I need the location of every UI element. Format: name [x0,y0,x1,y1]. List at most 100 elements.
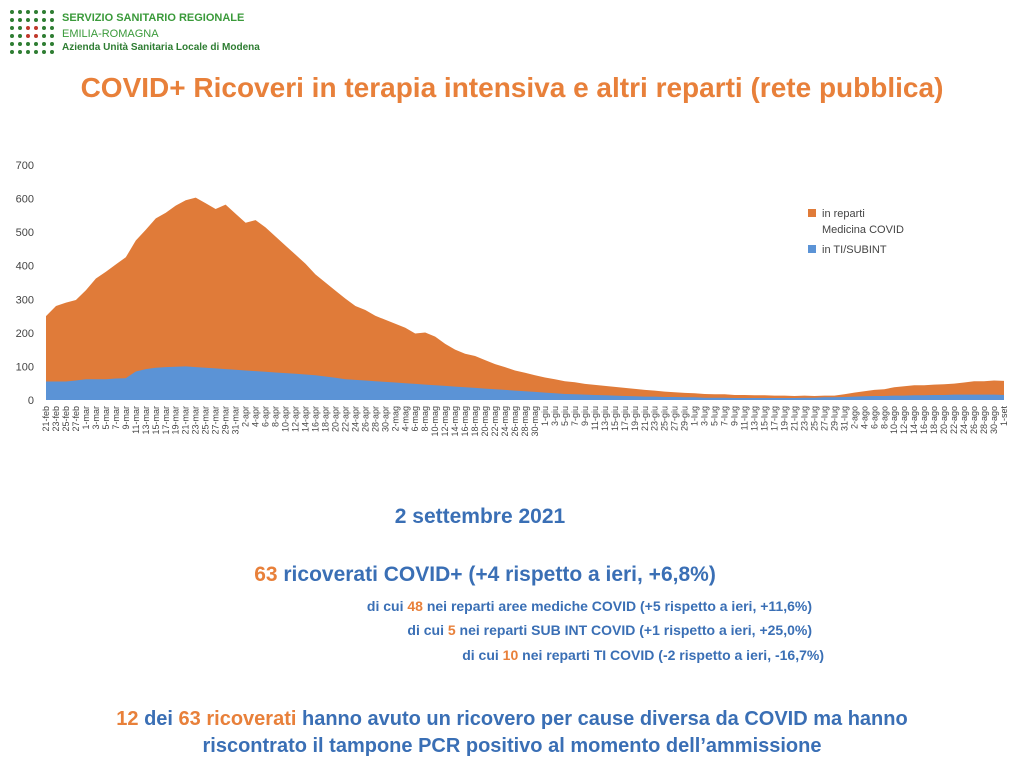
y-tick-label: 100 [16,361,34,373]
footer-number-12: 12 [116,708,139,730]
x-tick-label: 5-giu [560,406,570,426]
footer-line2: riscontrato il tampone PCR positivo al m… [202,735,822,757]
logo-dot [10,42,14,46]
total-hospitalized-number: 63 [254,563,278,586]
x-tick-label: 14-ago [909,406,919,434]
x-tick-label: 29-mar [221,406,231,435]
x-tick-label: 19-lug [779,406,789,431]
x-tick-label: 31-lug [839,406,849,431]
x-tick-label: 7-mar [111,406,121,430]
summary-main-line: 63 ricoverati COVID+ (+4 rispetto a ieri… [0,563,970,587]
x-tick-label: 4-mag [400,406,410,432]
x-tick-label: 2-mag [390,406,400,432]
x-tick-label: 20-ago [939,406,949,434]
logo-dot [18,34,22,38]
legend-label-ti: in TI/SUBINT [822,244,887,256]
logo-dot [10,34,14,38]
detail-medical-text: nei reparti aree mediche COVID (+5 rispe… [422,598,812,614]
x-tick-label: 1-giu [540,406,550,426]
detail-medical-number: 48 [407,598,423,614]
footer-note: 12 dei 63 ricoverati hanno avuto un rico… [0,706,1024,760]
x-tick-label: 5-mar [101,406,111,430]
x-tick-label: 24-ago [959,406,969,434]
logo-dot [26,26,30,30]
x-tick-label: 2-apr [241,406,251,427]
x-tick-label: 7-lug [720,406,730,426]
x-tick-label: 23-lug [799,406,809,431]
detail-medical-prefix: di cui [366,598,408,614]
org-name-line2: EMILIA-ROMAGNA [62,28,159,40]
detail-subint-number: 5 [447,622,456,638]
x-tick-label: 22-ago [949,406,959,434]
detail-subint-text: nei reparti SUB INT COVID (+1 rispetto a… [455,622,812,638]
x-tick-label: 16-mag [460,406,470,437]
org-name-line1: SERVIZIO SANITARIO REGIONALE [62,12,245,24]
x-tick-label: 30-mag [530,406,540,437]
footer-text-1: dei [138,708,179,730]
detail-ti-line: di cui 10 nei reparti TI COVID (-2 rispe… [462,647,824,663]
x-tick-label: 28-apr [370,406,380,432]
logo-dot [18,26,22,30]
y-tick-label: 700 [16,160,34,172]
x-tick-label: 9-giu [580,406,590,426]
x-tick-label: 22-mag [490,406,500,437]
org-name-line3: Azienda Unità Sanitaria Locale di Modena [62,42,260,53]
x-tick-label: 5-lug [710,406,720,426]
x-tick-label: 27-mar [211,406,221,435]
x-tick-label: 11-mar [131,406,141,434]
detail-ti-number: 10 [502,647,519,663]
x-tick-label: 11-lug [740,406,750,430]
x-tick-label: 10-apr [281,406,291,432]
legend-swatch-ti [808,245,816,253]
x-tick-label: 26-ago [969,406,979,434]
x-tick-label: 27-giu [670,406,680,431]
y-tick-label: 500 [16,227,34,239]
logo-dot [18,42,22,46]
x-tick-label: 6-mag [410,406,420,432]
x-tick-label: 3-mar [91,406,101,430]
logo-dot [18,10,22,14]
x-tick-label: 29-giu [680,406,690,431]
logo-dot [26,42,30,46]
x-tick-label: 16-ago [919,406,929,434]
x-tick-label: 17-giu [620,406,630,431]
x-tick-label: 19-mar [171,406,181,435]
series-ti-subint-area [46,366,1004,400]
x-tick-label: 19-giu [630,406,640,431]
x-tick-label: 29-lug [829,406,839,431]
x-tick-label: 21-mar [181,406,191,435]
legend-label-medicina: in reparti Medicina COVID [822,208,904,236]
x-tick-label: 18-ago [929,406,939,434]
x-tick-label: 24-apr [350,406,360,432]
logo-dot [34,10,38,14]
logo-dot [34,34,38,38]
x-tick-label: 18-apr [320,406,330,432]
x-tick-label: 3-giu [550,406,560,426]
logo-dot [34,18,38,22]
x-tick-label: 24-mag [500,406,510,437]
x-tick-label: 20-apr [330,406,340,432]
x-tick-label: 4-ago [859,406,869,429]
detail-subint-line: di cui 5 nei reparti SUB INT COVID (+1 r… [407,622,812,638]
total-hospitalized-text: ricoverati COVID+ (+4 rispetto a ieri, +… [277,563,716,586]
logo-dot [18,18,22,22]
hospitalization-area-chart: 0 100 200 300 400 500 600 700 21-feb 23-feb 25-feb… [16,160,1009,437]
logo-dot [26,50,30,54]
x-tick-label: 1-mar [81,406,91,430]
x-tick-label: 10-mag [430,406,440,437]
logo-dot [26,18,30,22]
x-tick-label: 18-mag [470,406,480,437]
legend-swatch-medicina [808,209,816,217]
logo-dot [10,50,14,54]
x-tick-label: 22-apr [340,406,350,432]
logo-dot [26,34,30,38]
x-tick-label: 12-ago [899,406,909,434]
logo-dot [42,26,46,30]
logo-dot [50,34,54,38]
x-tick-label: 14-apr [300,406,310,432]
y-tick-label: 0 [28,395,34,407]
x-tick-label: 11-giu [590,406,600,430]
x-tick-label: 23-feb [51,406,61,432]
footer-text-ricoverati: ricoverati [206,708,297,730]
logo-dot [50,10,54,14]
